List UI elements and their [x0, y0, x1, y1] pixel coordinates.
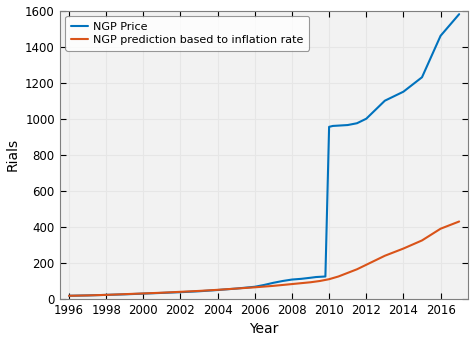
NGP prediction based to inflation rate — [233, 287, 239, 291]
NGP prediction based to inflation rate — [401, 247, 406, 251]
NGP prediction based to inflation rate — [326, 277, 332, 281]
NGP Price — [271, 281, 276, 285]
NGP Price — [364, 117, 369, 121]
NGP prediction based to inflation rate — [289, 282, 295, 286]
NGP prediction based to inflation rate — [373, 258, 378, 262]
NGP prediction based to inflation rate — [336, 274, 341, 278]
Line: NGP Price: NGP Price — [69, 14, 459, 296]
NGP prediction based to inflation rate — [317, 279, 323, 283]
NGP prediction based to inflation rate — [159, 291, 165, 295]
NGP prediction based to inflation rate — [364, 263, 369, 267]
NGP Price — [215, 288, 220, 292]
NGP Price — [438, 34, 443, 38]
NGP prediction based to inflation rate — [308, 280, 313, 284]
NGP prediction based to inflation rate — [382, 254, 388, 258]
NGP Price — [122, 292, 128, 297]
NGP Price — [252, 285, 258, 289]
NGP Price — [178, 290, 183, 294]
NGP Price — [354, 121, 360, 125]
NGP prediction based to inflation rate — [85, 293, 91, 298]
NGP prediction based to inflation rate — [354, 267, 360, 271]
NGP Price — [85, 293, 91, 298]
NGP Price — [382, 98, 388, 103]
NGP Price — [280, 279, 285, 283]
NGP Price — [401, 90, 406, 94]
NGP prediction based to inflation rate — [456, 220, 462, 224]
NGP Price — [419, 75, 425, 79]
NGP Price — [66, 294, 72, 298]
NGP Price — [326, 125, 332, 129]
NGP prediction based to inflation rate — [438, 227, 443, 231]
NGP prediction based to inflation rate — [122, 292, 128, 296]
NGP Price — [261, 283, 267, 287]
NGP Price — [299, 277, 304, 281]
NGP Price — [233, 287, 239, 291]
NGP prediction based to inflation rate — [103, 293, 109, 297]
NGP Price — [103, 293, 109, 297]
NGP Price — [159, 291, 165, 295]
NGP Price — [308, 276, 313, 280]
NGP Price — [456, 12, 462, 16]
NGP prediction based to inflation rate — [271, 284, 276, 288]
NGP prediction based to inflation rate — [196, 289, 202, 293]
NGP Price — [313, 275, 319, 279]
NGP prediction based to inflation rate — [66, 294, 72, 298]
NGP prediction based to inflation rate — [215, 288, 220, 292]
X-axis label: Year: Year — [249, 323, 279, 337]
Line: NGP prediction based to inflation rate: NGP prediction based to inflation rate — [69, 222, 459, 296]
NGP Price — [330, 124, 336, 128]
NGP prediction based to inflation rate — [140, 291, 146, 295]
Legend: NGP Price, NGP prediction based to inflation rate: NGP Price, NGP prediction based to infla… — [65, 16, 309, 51]
NGP prediction based to inflation rate — [419, 238, 425, 242]
NGP prediction based to inflation rate — [252, 285, 258, 289]
NGP Price — [140, 292, 146, 296]
NGP prediction based to inflation rate — [178, 290, 183, 294]
NGP Price — [345, 123, 351, 127]
NGP Price — [196, 289, 202, 293]
NGP Price — [289, 277, 295, 281]
NGP Price — [322, 274, 328, 278]
Y-axis label: Rials: Rials — [6, 138, 19, 171]
NGP prediction based to inflation rate — [345, 271, 351, 275]
